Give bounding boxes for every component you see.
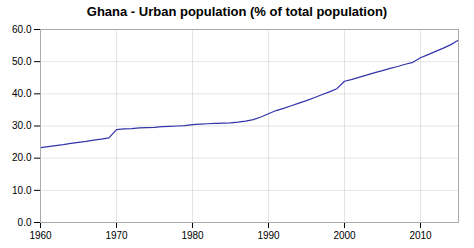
html-text:Ghana - Urban population (% of: Ghana - Urban population (% of total pop… xyxy=(86,4,388,19)
svg-text:2010: 2010 xyxy=(409,230,432,241)
svg-text:30.0: 30.0 xyxy=(12,120,32,131)
svg-text:60.0: 60.0 xyxy=(12,24,32,35)
svg-text:2000: 2000 xyxy=(333,230,356,241)
svg-text:10.0: 10.0 xyxy=(12,185,32,196)
svg-text:1970: 1970 xyxy=(105,230,128,241)
svg-text:1990: 1990 xyxy=(257,230,280,241)
svg-text:1960: 1960 xyxy=(29,230,52,241)
svg-text:1980: 1980 xyxy=(181,230,204,241)
svg-text:40.0: 40.0 xyxy=(12,88,32,99)
svg-text:0.0: 0.0 xyxy=(18,217,32,228)
svg-text:20.0: 20.0 xyxy=(12,152,32,163)
svg-text:50.0: 50.0 xyxy=(12,56,32,67)
